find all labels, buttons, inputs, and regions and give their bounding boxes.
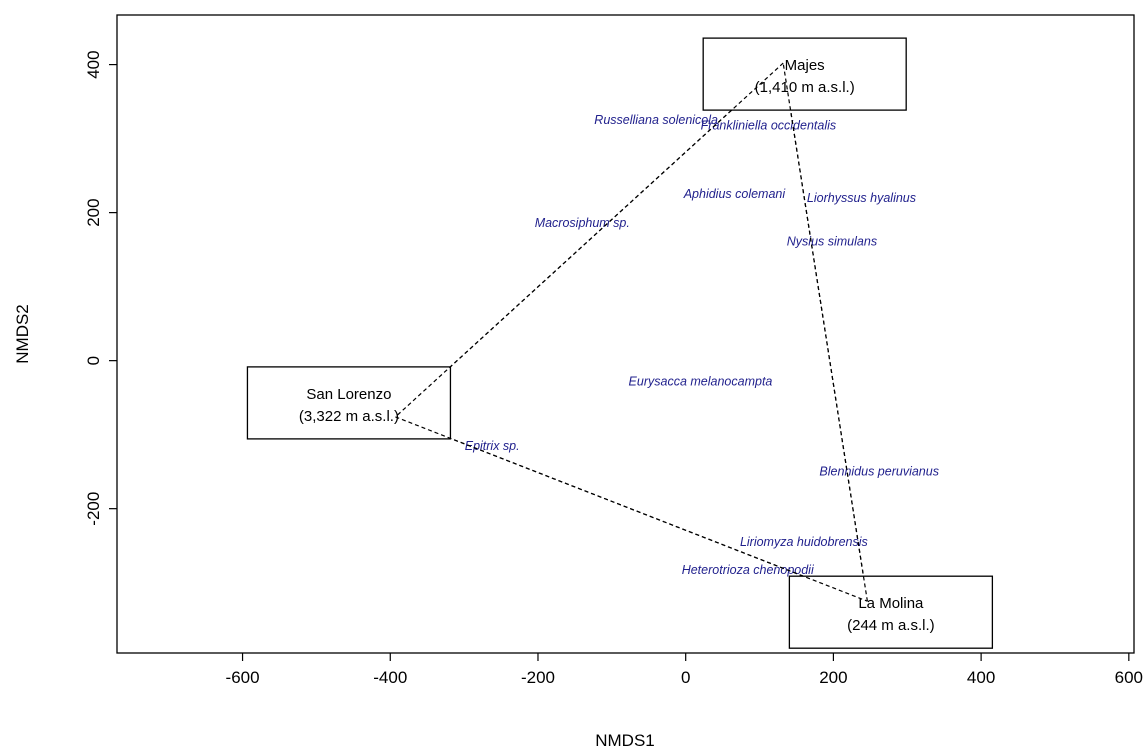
x-tick-label: 600 — [1115, 668, 1143, 687]
x-tick-label: -200 — [521, 668, 555, 687]
site-elevation: (3,322 m a.s.l.) — [299, 408, 399, 425]
y-axis-label: NMDS2 — [13, 304, 32, 364]
site-boxes: Majes (1,410 m a.s.l.) San Lorenzo (3,322 m… — [246, 37, 994, 649]
species-label: Blennidus peruvianus — [819, 465, 939, 479]
site-box — [788, 575, 994, 649]
species-label: Russelliana solenicola — [594, 113, 718, 127]
y-tick-label: 200 — [84, 198, 103, 226]
site-name: La Molina — [858, 595, 924, 612]
species-label: Eurysacca melanocampta — [629, 374, 773, 388]
x-tick-label: -400 — [373, 668, 407, 687]
site-connector-line-overlay — [782, 63, 868, 602]
site-box — [702, 37, 907, 111]
site-name: Majes — [785, 57, 825, 74]
x-axis: -600 -400 -200 0 200 400 600 — [226, 653, 1143, 687]
species-labels: Myzus sp.Russelliana solenicolaFranklini… — [465, 92, 939, 577]
x-tick-label: 200 — [819, 668, 847, 687]
site-connector-line-overlay — [395, 62, 784, 418]
x-axis-label: NMDS1 — [595, 731, 655, 750]
site-triangle — [395, 62, 868, 602]
y-tick-label: -200 — [84, 492, 103, 526]
site-name: San Lorenzo — [306, 386, 391, 403]
species-label: Frankliniella occidentalis — [701, 118, 836, 132]
x-tick-label: 0 — [681, 668, 690, 687]
species-label: Liriomyza huidobrensis — [740, 535, 868, 549]
y-axis: -200 0 200 400 — [84, 50, 117, 526]
species-label: Nysius simulans — [787, 234, 877, 248]
species-label: Epitrix sp. — [465, 439, 520, 453]
site-elevation: (1,410 m a.s.l.) — [755, 79, 855, 96]
species-label: Macrosiphum sp. — [535, 216, 630, 230]
species-label: Aphidius colemani — [683, 187, 787, 201]
x-tick-label: -600 — [226, 668, 260, 687]
species-label: Liorhyssus hyalinus — [807, 191, 916, 205]
x-tick-label: 400 — [967, 668, 995, 687]
species-label: Heterotrioza chenopodii — [682, 563, 815, 577]
site-box — [246, 366, 452, 440]
y-tick-label: 400 — [84, 50, 103, 78]
site-connector-line-overlay — [395, 416, 868, 602]
site-elevation: (244 m a.s.l.) — [847, 617, 935, 634]
y-tick-label: 0 — [84, 356, 103, 365]
plot-frame — [116, 14, 1135, 654]
